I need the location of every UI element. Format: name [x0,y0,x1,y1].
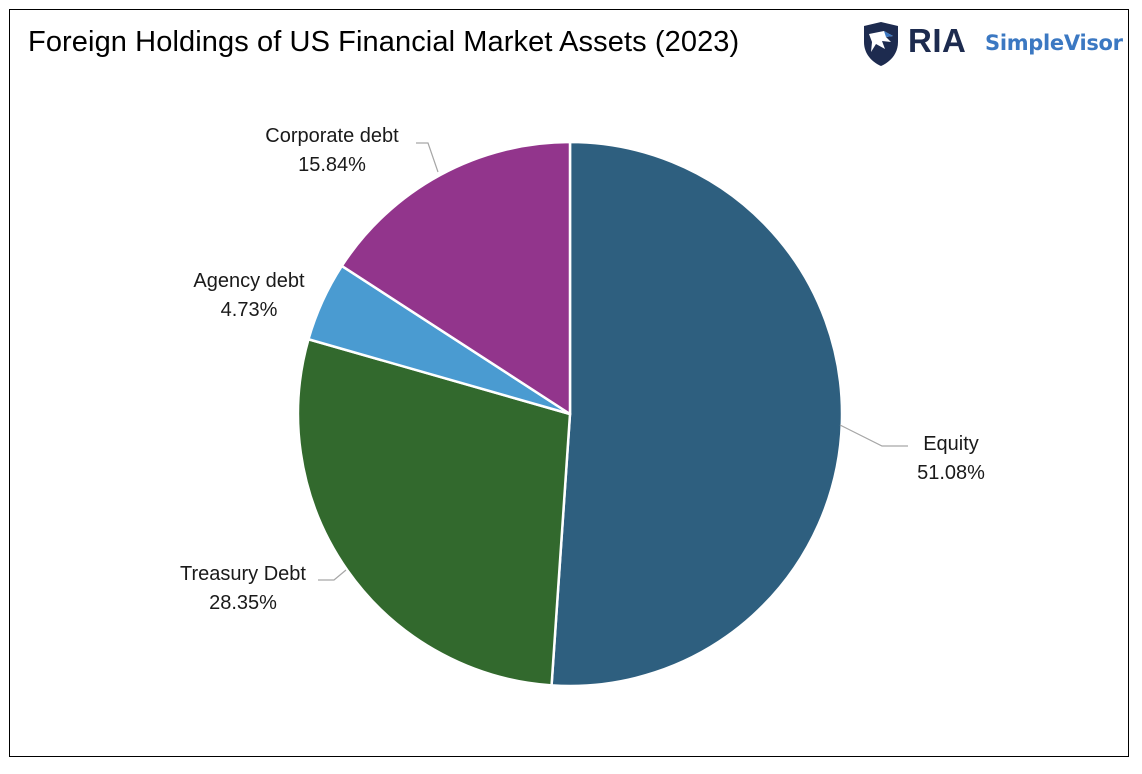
pie-slice-equity [550,140,844,688]
leader-line-treasury-debt [318,569,347,581]
pie-slices [296,140,844,688]
slice-name-label: Treasury Debt [180,563,306,585]
brand-logo: RIA SimpleVisor [860,20,1130,72]
leader-lines [318,142,908,581]
slice-value-label: 4.73% [221,299,278,321]
logo-simplevisor-text: SimpleVisor [985,31,1123,55]
logo-ria-text: RIA [908,22,967,59]
slice-value-label: 15.84% [298,154,366,176]
data-labels: Equity 51.08% Treasury Debt 28.35% Agency de… [180,125,985,614]
slice-value-label: 51.08% [917,462,985,484]
slice-value-label: 28.35% [209,592,277,614]
slice-name-label: Equity [923,433,979,455]
pie-slice-treasury-debt [296,338,572,687]
chart-title: Foreign Holdings of US Financial Market … [28,26,740,58]
slice-name-label: Corporate debt [265,125,399,147]
eagle-shield-icon [864,22,898,66]
pie-slice-corporate-debt [340,140,572,416]
leader-line-corporate-debt [416,142,439,173]
leader-line-equity [839,424,908,447]
slice-name-label: Agency debt [193,270,305,292]
